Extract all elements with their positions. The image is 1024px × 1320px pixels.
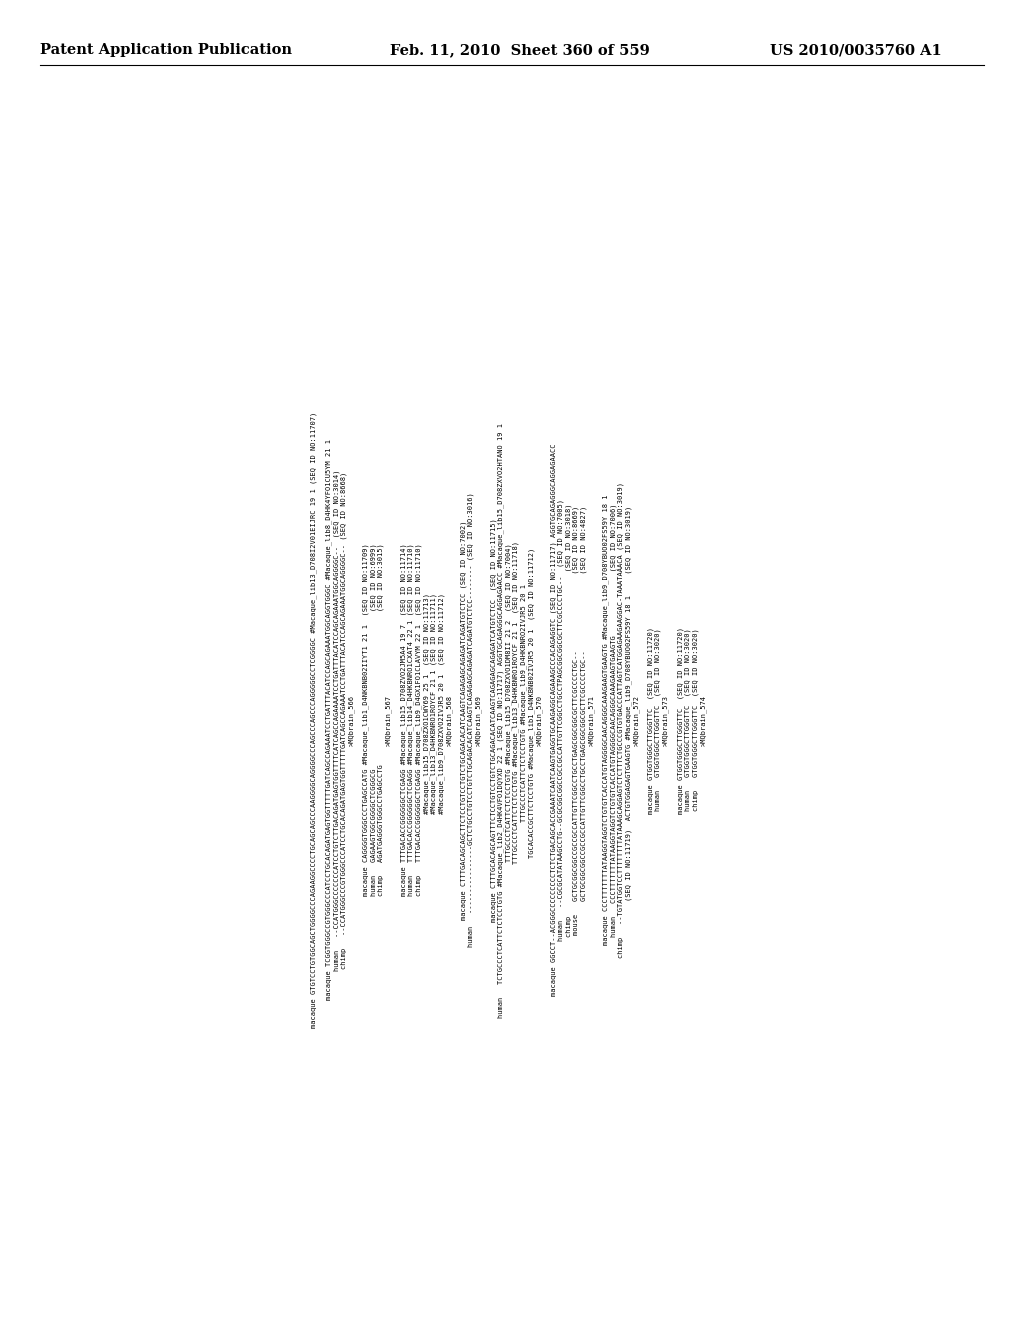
Text: Feb. 11, 2010  Sheet 360 of 559: Feb. 11, 2010 Sheet 360 of 559 [390, 44, 650, 57]
Text: macaque GTGTCCTGTGGCAGCTGGGGCCCAGAAGGCCCCTGCAGCAGCCCAAGGGGCAGGGGCCCAGCCCAGCCCAGG: macaque GTGTCCTGTGGCAGCTGGGGCCCAGAAGGCCC… [310, 412, 714, 1028]
Text: Patent Application Publication: Patent Application Publication [40, 44, 292, 57]
Text: US 2010/0035760 A1: US 2010/0035760 A1 [770, 44, 942, 57]
